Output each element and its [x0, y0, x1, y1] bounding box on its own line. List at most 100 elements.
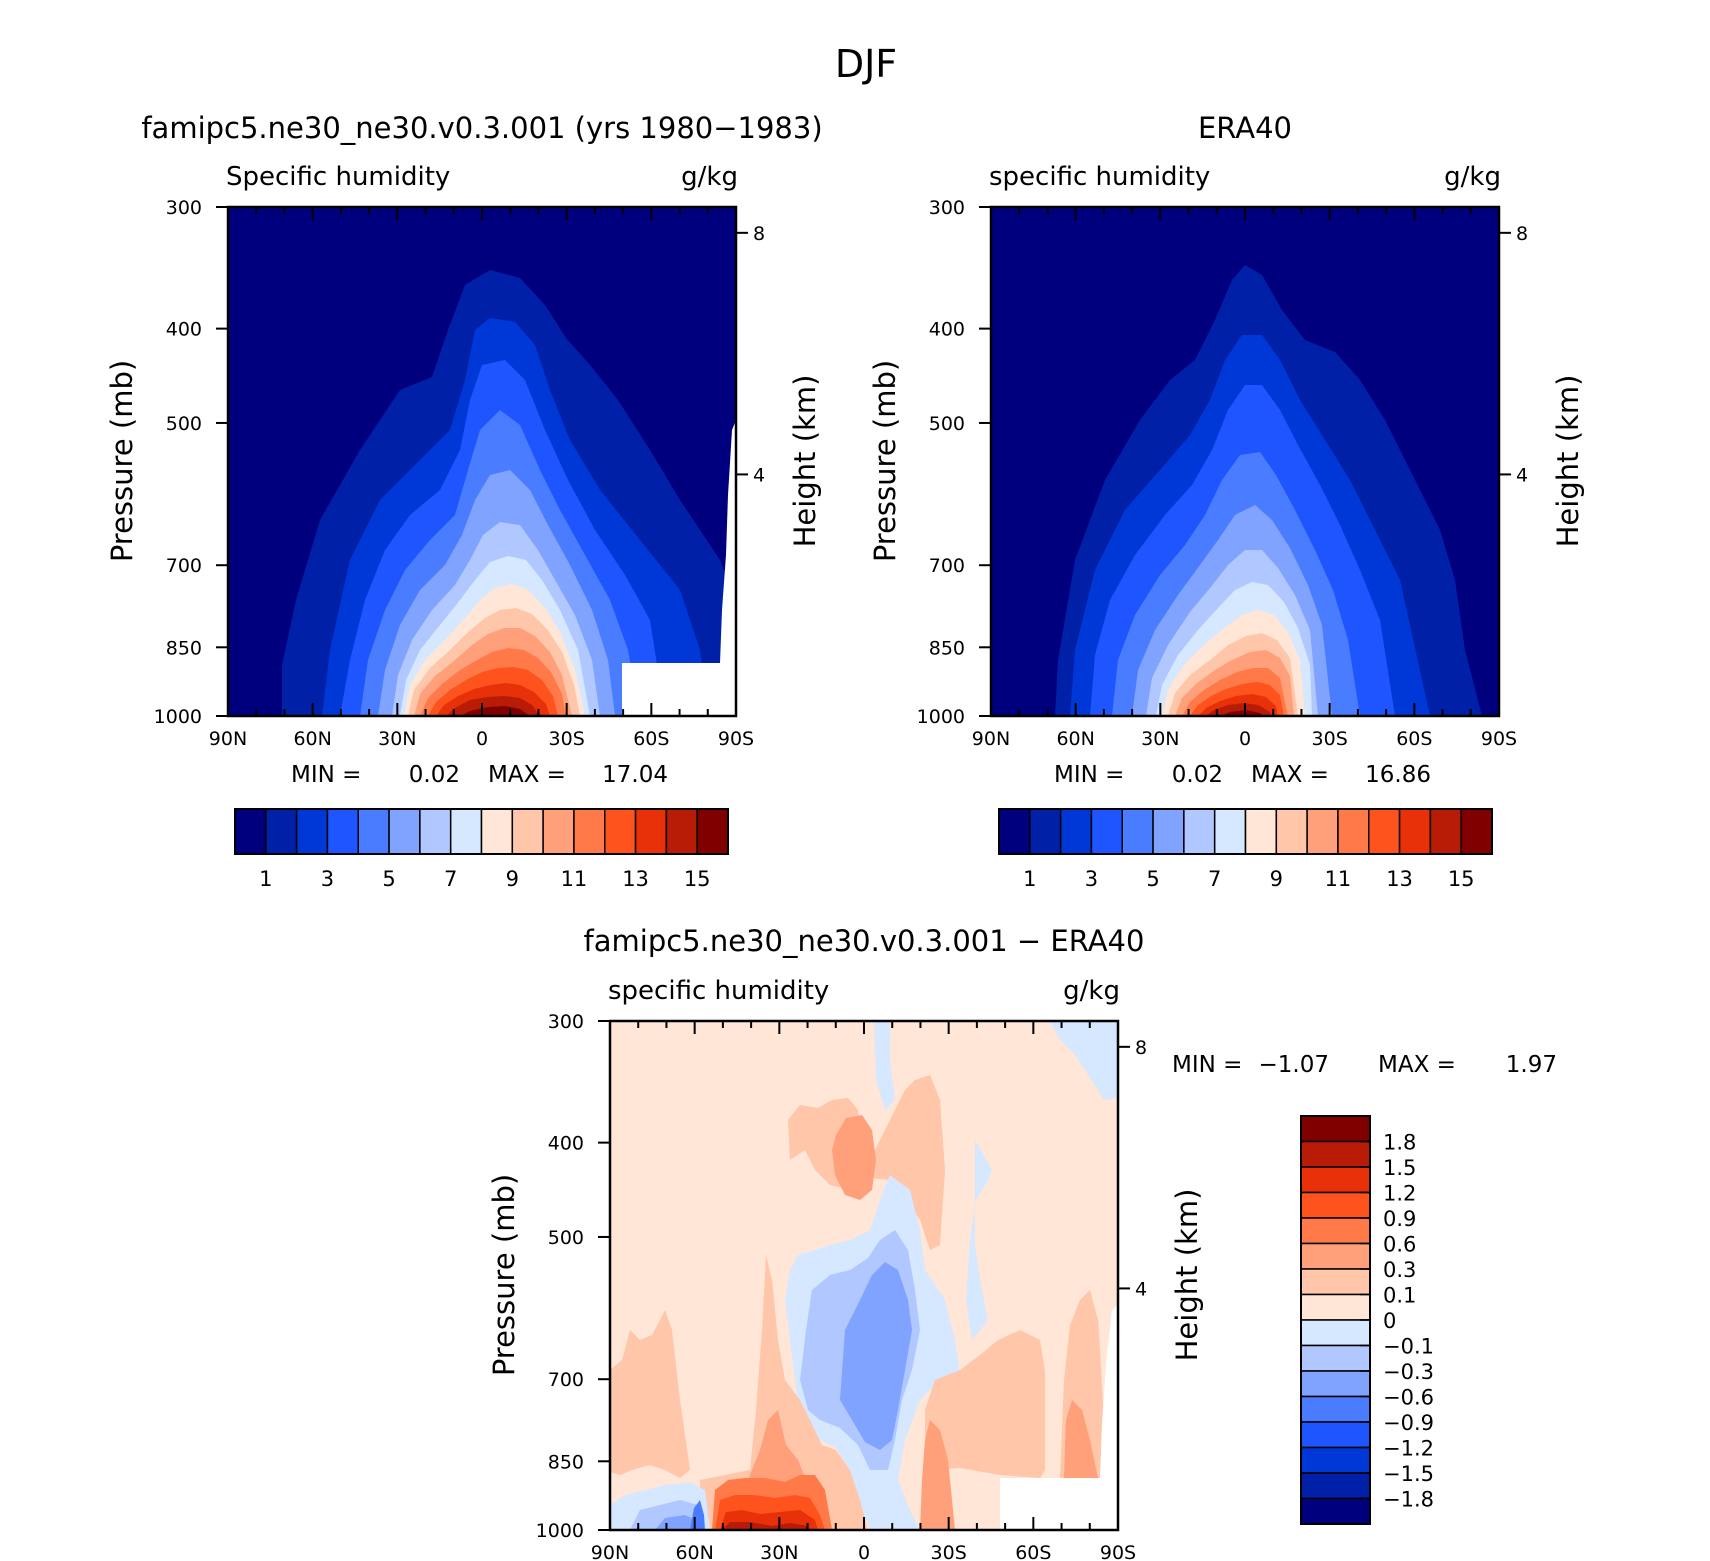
- y-tick-label: 500: [548, 1227, 584, 1249]
- colorbar-swatch: [998, 808, 1031, 855]
- units-string: g/kg: [681, 162, 738, 192]
- min-value: 0.02: [409, 762, 460, 788]
- colorbar-label: 15: [1448, 867, 1475, 891]
- colorbar-swatch: [1300, 1319, 1371, 1347]
- colorbar: 1 3 5 7 9 11 13 15: [234, 808, 729, 891]
- colorbar-swatch: [1300, 1242, 1371, 1270]
- x-tick-label: 30S: [931, 1542, 967, 1561]
- contour-band: [840, 1262, 912, 1450]
- left-string: Specific humidity: [226, 162, 450, 192]
- colorbar-label: 9: [506, 867, 519, 891]
- colorbar-swatch: [1300, 1293, 1371, 1321]
- colorbar-swatch: [419, 808, 452, 855]
- colorbar-label: 0.9: [1383, 1207, 1416, 1231]
- contour-band: [1064, 1400, 1098, 1478]
- colorbar-label: 0: [1383, 1309, 1396, 1333]
- y-tick-label: 1000: [536, 1520, 584, 1542]
- x-axis: 90N 60N 30N 0 30S 60S 90S: [972, 207, 1517, 750]
- x-tick-label: 90N: [591, 1542, 629, 1561]
- panel-obs: ERA40 specific humidity g/kg 90N 60N 30N 0 3…: [868, 111, 1585, 891]
- colorbar-swatch: [1337, 808, 1370, 855]
- colorbar-label: −0.9: [1383, 1411, 1434, 1435]
- colorbar-swatch: [1300, 1115, 1371, 1143]
- x-tick-label: 0: [476, 728, 488, 750]
- colorbar-swatch: [388, 808, 421, 855]
- colorbar-swatch: [1300, 1472, 1371, 1500]
- y2-axis: 84: [1499, 223, 1528, 486]
- colorbar-swatch: [1300, 1370, 1371, 1398]
- colorbar-swatch: [696, 808, 729, 855]
- colorbar-swatch: [295, 808, 329, 855]
- x-tick-label: 30S: [1312, 728, 1348, 750]
- colorbar-label: 3: [321, 867, 334, 891]
- x-tick-label: 30N: [378, 728, 416, 750]
- y-tick-label: 400: [548, 1133, 584, 1155]
- contour-field: [228, 207, 736, 716]
- colorbar-swatch: [265, 808, 298, 855]
- y-tick-label: 850: [929, 637, 965, 659]
- colorbar-swatch: [1300, 1446, 1371, 1474]
- figure-title: DJF: [835, 42, 897, 86]
- colorbar-swatch: [1306, 808, 1339, 855]
- colorbar-swatch: [449, 808, 483, 855]
- colorbar: 1 3 5 7 9 11 13 15: [998, 808, 1493, 891]
- colorbar-swatch: [1300, 1217, 1371, 1245]
- contour-band: [700, 1255, 868, 1530]
- panel-title: ERA40: [1198, 111, 1292, 145]
- y-tick-label: 850: [166, 637, 202, 659]
- colorbar-label: −0.1: [1383, 1335, 1434, 1359]
- colorbar-swatch: [1300, 1344, 1371, 1372]
- colorbar-swatch: [357, 808, 390, 855]
- colorbar-label: 1.8: [1383, 1131, 1416, 1155]
- x-tick-label: 90N: [972, 728, 1010, 750]
- contour-band: [966, 1140, 992, 1340]
- y-tick-label: 300: [548, 1011, 584, 1033]
- colorbar-swatch: [1090, 808, 1123, 855]
- colorbar-swatch: [1368, 808, 1401, 855]
- max-value: 17.04: [602, 762, 668, 788]
- y-axis-label: Pressure (mb): [487, 1174, 521, 1376]
- colorbar-label: 3: [1085, 867, 1098, 891]
- max-label: MAX =: [1251, 762, 1329, 788]
- colorbar-label: 1: [259, 867, 272, 891]
- x-tick-label: 0: [1239, 728, 1251, 750]
- colorbar-swatch: [1121, 808, 1154, 855]
- colorbar-label: 15: [684, 867, 711, 891]
- y-tick-label: 400: [929, 319, 965, 341]
- contour-band: [874, 1021, 895, 1110]
- y-tick-label: 300: [929, 197, 965, 219]
- panel-difference: famipc5.ne30_ne30.v0.3.001 − ERA40 speci…: [487, 924, 1557, 1561]
- y2-tick-label: 4: [1516, 464, 1528, 486]
- colorbar-label: 0.3: [1383, 1258, 1416, 1282]
- contour-band: [920, 1420, 955, 1530]
- contour-band: [610, 1310, 690, 1478]
- y2-tick-label: 4: [753, 464, 765, 486]
- max-label: MAX =: [488, 762, 566, 788]
- colorbar-label: −1.2: [1383, 1437, 1434, 1461]
- left-string: specific humidity: [608, 976, 829, 1006]
- colorbar-swatch: [1429, 808, 1462, 855]
- colorbar-frame: [998, 808, 1493, 855]
- y2-tick-label: 4: [1135, 1278, 1147, 1300]
- colorbar-label: 1: [1023, 867, 1036, 891]
- min-label: MIN =: [291, 762, 361, 788]
- colorbar-label: −0.6: [1383, 1386, 1434, 1410]
- y2-axis: 84: [736, 223, 765, 486]
- panel-title: famipc5.ne30_ne30.v0.3.001 − ERA40: [584, 924, 1145, 958]
- max-label: MAX =: [1378, 1052, 1456, 1078]
- y-axis-label: Pressure (mb): [105, 360, 139, 562]
- colorbar-swatch: [1460, 808, 1493, 855]
- colorbar-swatch: [1300, 1191, 1371, 1219]
- contour-band: [832, 1115, 876, 1200]
- y-tick-label: 500: [166, 413, 202, 435]
- colorbar-swatch: [1029, 808, 1062, 855]
- contour-field: [610, 1021, 1118, 1530]
- colorbar-swatch: [326, 808, 359, 855]
- colorbar-swatch: [511, 808, 544, 855]
- colorbar-swatch: [1300, 1166, 1371, 1194]
- colorbar-label: 11: [1325, 867, 1352, 891]
- x-tick-label: 60S: [1015, 1542, 1051, 1561]
- y-axis-label: Pressure (mb): [868, 360, 902, 562]
- y2-tick-label: 8: [1516, 223, 1528, 245]
- y2-axis-label: Height (km): [1170, 1189, 1204, 1362]
